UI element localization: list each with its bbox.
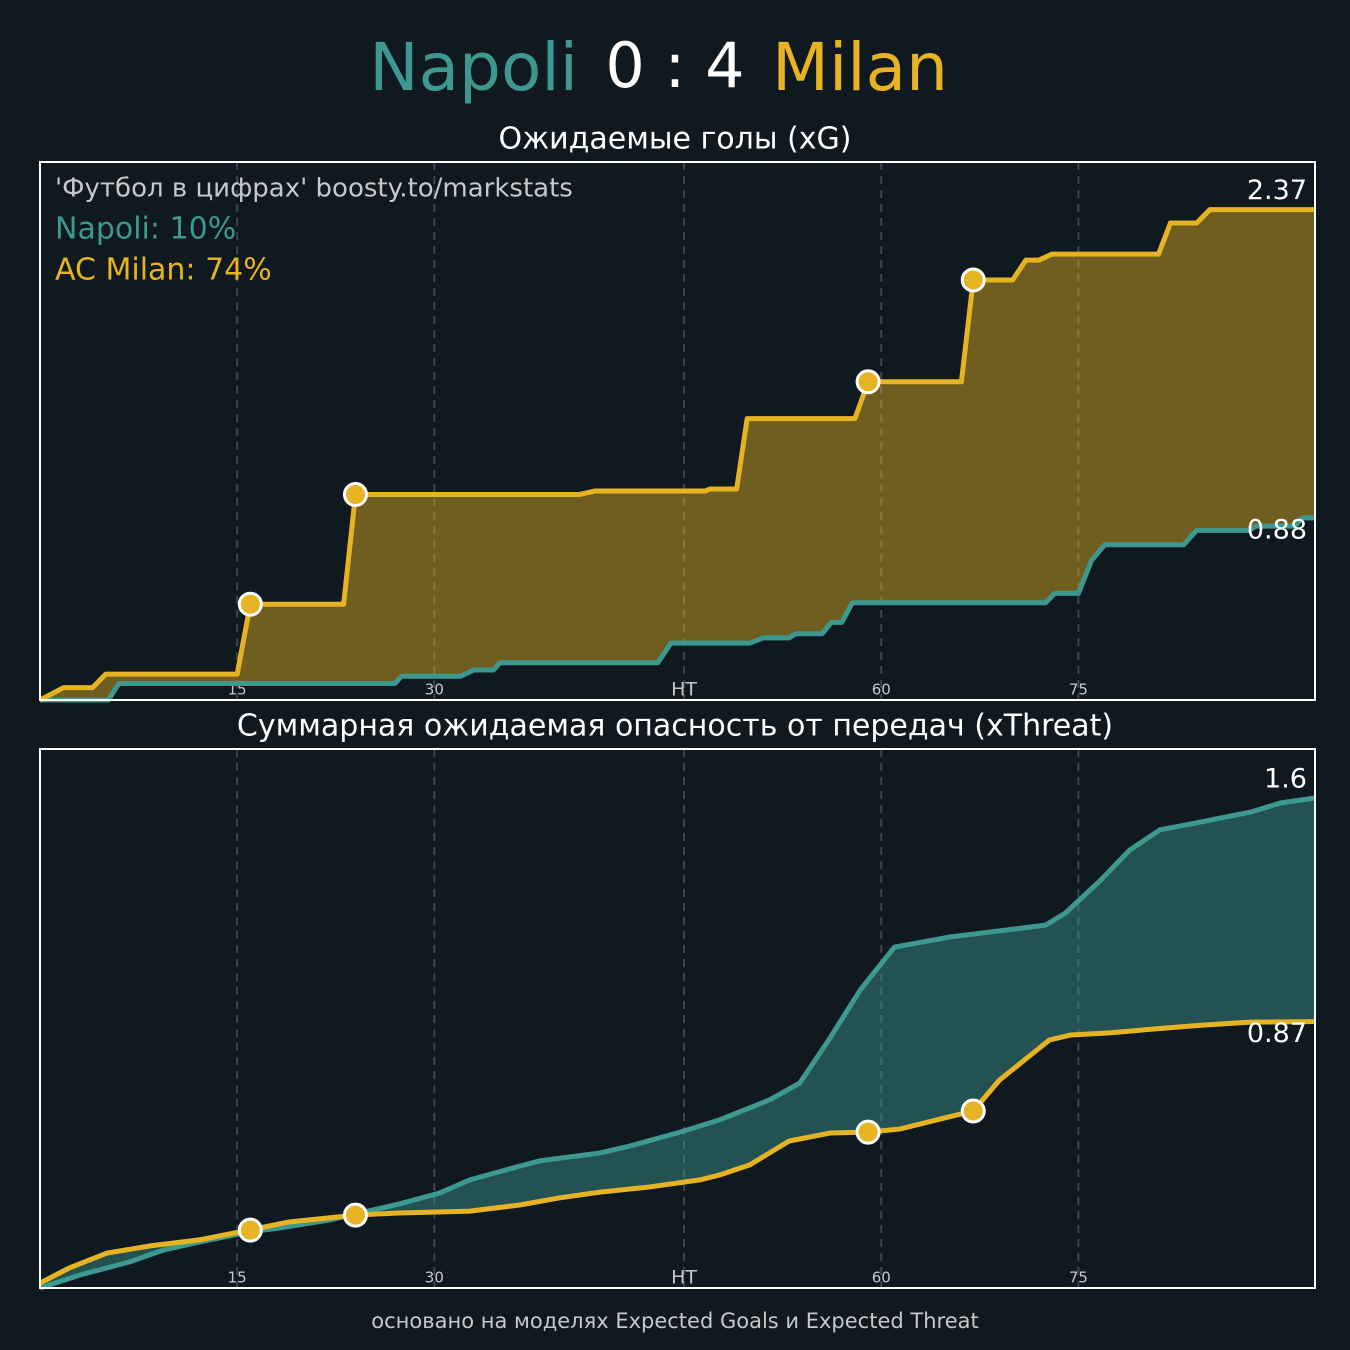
x-tick-label: 75 bbox=[1069, 681, 1088, 699]
end-value-label: 2.37 bbox=[1247, 175, 1307, 206]
x-tick-label: 75 bbox=[1069, 1269, 1088, 1287]
end-value-label: 0.87 bbox=[1247, 1018, 1307, 1049]
goal-marker bbox=[855, 1119, 881, 1145]
score: 0 : 4 bbox=[605, 29, 744, 102]
annotation: 'Футбол в цифрах' boosty.to/markstats bbox=[55, 174, 573, 204]
end-value-label: 0.88 bbox=[1247, 514, 1307, 545]
home-team: Napoli bbox=[369, 29, 578, 106]
x-tick-label: HT bbox=[671, 679, 697, 701]
x-tick-label: 30 bbox=[425, 1269, 444, 1287]
annotation: Napoli: 10% bbox=[55, 212, 236, 247]
x-tick-label: 30 bbox=[425, 681, 444, 699]
x-tick-label: 60 bbox=[872, 681, 891, 699]
end-value-label: 1.6 bbox=[1264, 764, 1307, 795]
footer-note: основано на моделях Expected Goals и Exp… bbox=[371, 1309, 978, 1333]
goal-marker bbox=[960, 1098, 986, 1124]
gap-area bbox=[40, 209, 1315, 701]
annotation: AC Milan: 74% bbox=[55, 253, 272, 288]
plot-frame bbox=[39, 161, 1316, 701]
gap-area bbox=[40, 798, 1315, 1288]
away-team: Milan bbox=[772, 29, 948, 106]
plot-frame bbox=[39, 748, 1316, 1289]
goal-marker bbox=[960, 267, 986, 293]
goal-marker bbox=[342, 1202, 368, 1228]
chart-title: Ожидаемые голы (xG) bbox=[499, 122, 852, 157]
chart-title: Суммарная ожидаемая опасность от передач… bbox=[237, 709, 1113, 744]
goal-marker bbox=[237, 1217, 263, 1243]
x-tick-label: 60 bbox=[872, 1269, 891, 1287]
x-tick-label: HT bbox=[671, 1267, 697, 1289]
x-tick-label: 15 bbox=[228, 1269, 247, 1287]
goal-marker bbox=[342, 482, 368, 508]
series-line bbox=[38, 207, 1315, 703]
goal-marker bbox=[855, 369, 881, 395]
series-line bbox=[40, 515, 1315, 703]
goal-marker bbox=[237, 591, 263, 617]
